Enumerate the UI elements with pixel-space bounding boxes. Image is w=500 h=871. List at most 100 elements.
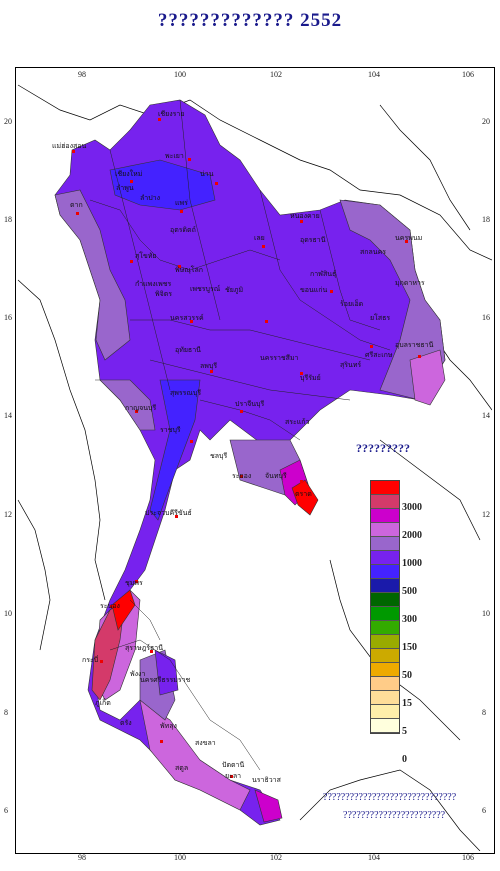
legend-swatch: [371, 607, 399, 621]
place-label: ยโสธร: [370, 313, 390, 322]
place-label: สุพรรณบุรี: [170, 389, 201, 397]
place-label: นครราชสีมา: [260, 354, 299, 362]
thailand-regions: [54, 99, 446, 826]
lat-tick: 12: [4, 510, 12, 519]
lon-tick: 98: [78, 70, 86, 79]
central-blue: [149, 379, 201, 521]
lat-tick: 16: [4, 313, 12, 322]
place-label: นครสวรรค์: [170, 314, 204, 322]
legend-swatch: [371, 495, 399, 509]
legend-swatch: [371, 537, 399, 551]
place-label: ระนอง: [100, 603, 120, 610]
lat-tick: 8: [4, 708, 8, 717]
south-blue: [154, 649, 179, 696]
place-label: อุทัยธานี: [175, 346, 201, 354]
legend-level: 300: [402, 614, 417, 625]
legend-swatch: [371, 509, 399, 523]
place-label: สระแก้ว: [285, 418, 310, 426]
lat-tick: 6: [482, 806, 486, 815]
place-label: พิจิตร: [155, 290, 172, 298]
legend-color-bar: [370, 480, 400, 734]
lat-tick: 10: [4, 609, 12, 618]
legend-level: 15: [402, 698, 412, 709]
place-label: สุราษฎร์ธานี: [125, 644, 163, 652]
northeast-pink: [409, 349, 446, 406]
place-label: ปัตตานี: [222, 761, 244, 769]
place-label: ภูเก็ต: [95, 698, 111, 707]
place-label: เพชรบูรณ์: [190, 285, 221, 293]
legend-level: 0: [402, 754, 407, 765]
place-label: กำแพงเพชร: [135, 280, 171, 288]
place-label: อุบลราชธานี: [395, 341, 434, 349]
lon-tick: 100: [174, 853, 186, 862]
place-labels: เชียงราย แม่ฮ่องสอน พะเยา น่าน เชียงใหม่…: [52, 110, 434, 784]
legend-swatch: [371, 551, 399, 565]
place-label: ปราจีนบุรี: [235, 400, 264, 408]
legend-swatch: [371, 691, 399, 705]
legend-level: 1000: [402, 558, 422, 569]
place-label: อุตรดิตถ์: [170, 226, 196, 234]
legend-swatch: [371, 705, 399, 719]
source-note: ???????????????????????: [343, 810, 446, 821]
lon-tick: 102: [270, 70, 282, 79]
place-label: หนองคาย: [290, 213, 320, 220]
place-label: แม่ฮ่องสอน: [52, 143, 86, 150]
place-label: ศรีสะเกษ: [365, 351, 393, 359]
place-label: ระยอง: [232, 473, 251, 480]
place-label: เลย: [254, 235, 265, 242]
legend-swatch: [371, 593, 399, 607]
legend-swatch: [371, 565, 399, 579]
place-label: สงขลา: [195, 740, 216, 747]
lat-tick: 18: [4, 215, 12, 224]
legend-level: 50: [402, 670, 412, 681]
place-label: แพร่: [175, 200, 188, 207]
place-label: เชียงใหม่: [115, 169, 142, 178]
place-label: ชัยภูมิ: [225, 286, 243, 294]
place-label: พิษณุโลก: [175, 265, 203, 274]
legend-swatch: [371, 579, 399, 593]
legend-swatch: [371, 481, 399, 495]
lat-tick: 8: [482, 708, 486, 717]
lat-tick: 12: [482, 510, 490, 519]
legend-swatch: [371, 523, 399, 537]
place-label: ประจวบคีรีขันธ์: [145, 509, 192, 517]
lat-tick: 14: [4, 411, 12, 420]
place-label: พังงา: [130, 670, 145, 678]
neighbor-borders: [17, 84, 492, 851]
place-label: ลำพูน: [116, 184, 134, 192]
legend-swatch: [371, 677, 399, 691]
south-magenta: [254, 789, 283, 823]
lat-tick: 18: [482, 215, 490, 224]
legend-swatch: [371, 635, 399, 649]
legend-swatch: [371, 621, 399, 635]
legend-level: 2000: [402, 530, 422, 541]
west-purple-band: [54, 189, 131, 361]
place-label: ชลบุรี: [210, 452, 227, 460]
place-label: ยะลา: [225, 773, 241, 780]
place-label: สกลนคร: [360, 249, 386, 256]
place-label: ร้อยเอ็ด: [340, 299, 363, 308]
legend-swatch: [371, 719, 399, 733]
south-east-pink: [139, 699, 251, 811]
legend-swatch: [371, 649, 399, 663]
place-label: มุกดาหาร: [395, 280, 425, 287]
legend-swatch: [371, 663, 399, 677]
place-label: กาญจนบุรี: [125, 404, 156, 412]
place-label: สตูล: [175, 765, 188, 772]
place-label: จันทบุรี: [265, 472, 287, 480]
place-label: นครศรีธรรมราช: [140, 676, 191, 684]
lat-tick: 16: [482, 313, 490, 322]
map-title: ????????????? 2552: [157, 10, 343, 31]
place-label: ตาก: [70, 202, 83, 209]
place-label: น่าน: [200, 171, 214, 178]
lon-tick: 106: [462, 70, 474, 79]
legend-level: 5: [402, 726, 407, 737]
place-label: ชุมพร: [125, 580, 143, 587]
north-blue: [109, 159, 216, 211]
lat-tick: 6: [4, 806, 8, 815]
source-note: ??????????????????????????????: [323, 792, 457, 803]
capital-dots: [72, 118, 421, 778]
place-label: ตราด: [295, 491, 312, 498]
place-label: นราธิวาส: [252, 776, 282, 784]
